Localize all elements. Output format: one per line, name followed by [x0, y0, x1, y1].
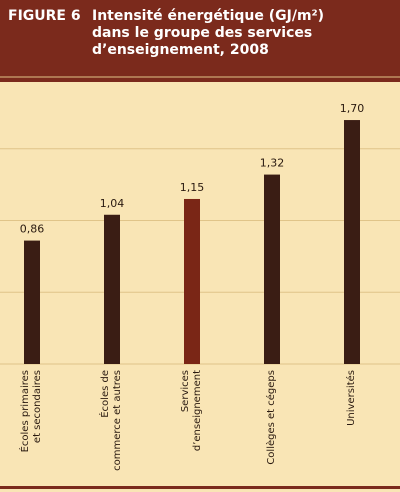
bar: [24, 240, 40, 364]
value-label: 1,32: [260, 157, 285, 170]
bar: [184, 198, 200, 364]
bar: [344, 120, 360, 364]
x-tick-label: Collèges et cégeps: [266, 370, 277, 465]
value-label: 1,15: [180, 181, 205, 194]
value-label: 1,04: [100, 197, 125, 210]
header-band: [0, 0, 400, 82]
figure-label: FIGURE 6: [8, 8, 81, 24]
footer-rule: [0, 486, 400, 489]
bar: [104, 214, 120, 364]
chart-title: Intensité énergétique (GJ/m²) dans le gr…: [92, 8, 325, 58]
x-tick-label: Écoles de commerce et autres: [100, 370, 123, 471]
value-label: 0,86: [20, 223, 45, 236]
x-tick-label: Écoles primaires et secondaires: [20, 370, 43, 453]
bar: [264, 174, 280, 364]
value-label: 1,70: [340, 102, 365, 115]
x-tick-label: Universités: [346, 370, 357, 426]
x-tick-label: Services d’enseignement: [180, 370, 203, 452]
